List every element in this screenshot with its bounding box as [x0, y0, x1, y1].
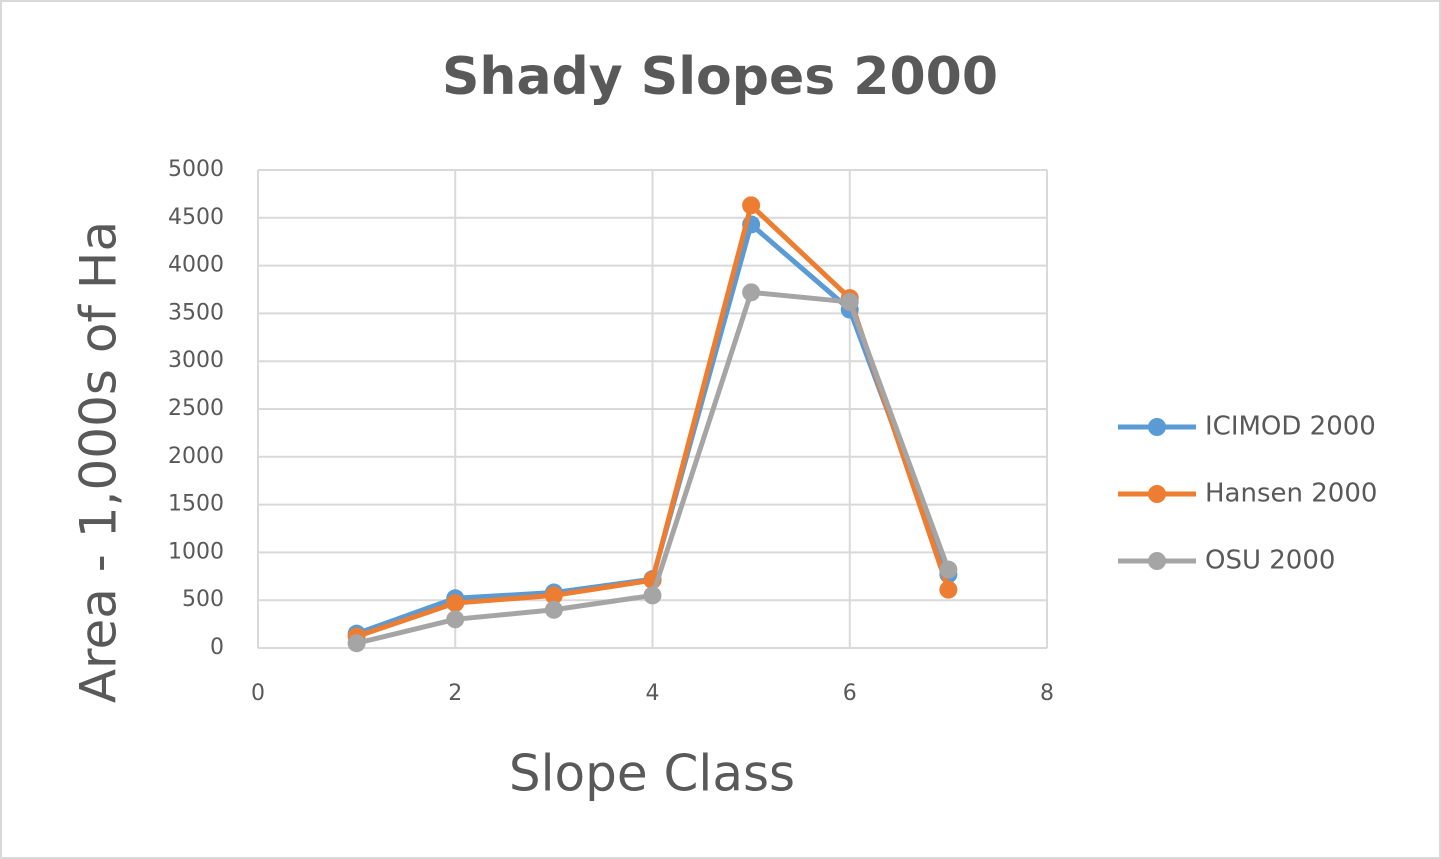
data-point	[742, 196, 761, 215]
legend-marker	[1148, 552, 1166, 570]
y-tick-label: 2000	[168, 444, 224, 469]
y-tick-label: 4000	[168, 253, 224, 278]
y-tick-label: 3000	[168, 348, 224, 373]
x-tick-label: 8	[1040, 681, 1054, 706]
x-axis-label: Slope Class	[509, 745, 795, 803]
y-tick-label: 500	[182, 587, 224, 612]
y-tick-label: 2500	[168, 396, 224, 421]
legend-marker	[1148, 418, 1166, 436]
data-point	[544, 586, 563, 605]
x-tick-label: 4	[646, 681, 660, 706]
x-tick-label: 0	[251, 681, 265, 706]
data-point	[446, 594, 465, 613]
data-point	[544, 600, 563, 619]
data-point	[840, 292, 859, 311]
data-point	[742, 283, 761, 302]
y-tick-label: 4500	[168, 205, 224, 230]
y-tick-label: 1000	[168, 539, 224, 564]
y-tick-label: 5000	[168, 157, 224, 182]
y-tick-label: 0	[210, 635, 224, 660]
chart-title: Shady Slopes 2000	[442, 47, 998, 107]
data-point	[446, 610, 465, 629]
y-tick-label: 1500	[168, 492, 224, 517]
data-point	[939, 580, 958, 599]
x-tick-label: 6	[843, 681, 857, 706]
y-axis-label: Area - 1,000s of Ha	[70, 221, 128, 703]
legend-label: OSU 2000	[1205, 546, 1335, 576]
data-point	[347, 634, 366, 653]
x-tick-label: 2	[448, 681, 462, 706]
data-point	[939, 560, 958, 579]
legend-label: Hansen 2000	[1205, 479, 1377, 509]
legend-label: ICIMOD 2000	[1205, 412, 1376, 442]
y-tick-label: 3500	[168, 300, 224, 325]
legend-marker	[1148, 485, 1166, 503]
data-point	[643, 586, 662, 605]
